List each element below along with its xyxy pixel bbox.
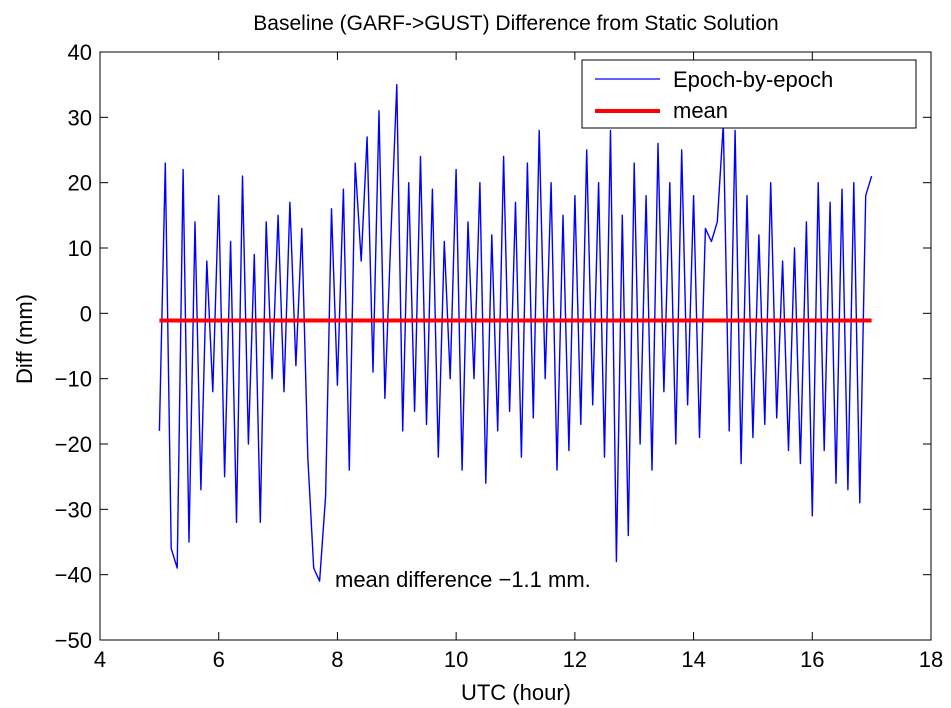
plot-area: 4 6 8 10 12 14 16 18 −50 −40 −30 −20 −10 0 10 20 30 40 bbox=[55, 40, 944, 672]
y-tick-label: −40 bbox=[55, 563, 92, 588]
x-tick-label: 18 bbox=[919, 647, 943, 672]
series-epoch-line bbox=[158, 83, 873, 582]
legend-label-mean: mean bbox=[673, 98, 728, 123]
legend: Epoch-by-epoch mean bbox=[581, 59, 917, 129]
x-tick-label: 4 bbox=[94, 647, 106, 672]
y-tick-label: −30 bbox=[55, 497, 92, 522]
y-tick-label: 0 bbox=[80, 301, 92, 326]
y-tick-label: 20 bbox=[68, 171, 92, 196]
x-axis-label: UTC (hour) bbox=[461, 680, 571, 705]
x-tick-label: 12 bbox=[563, 647, 587, 672]
legend-box bbox=[581, 59, 917, 129]
x-tick-label: 8 bbox=[331, 647, 343, 672]
x-tick-label: 16 bbox=[800, 647, 824, 672]
y-tick-label: 10 bbox=[68, 236, 92, 261]
legend-label-epoch: Epoch-by-epoch bbox=[673, 67, 833, 92]
y-tick-label: −50 bbox=[55, 628, 92, 653]
y-tick-label: 30 bbox=[68, 105, 92, 130]
y-axis-label: Diff (mm) bbox=[12, 294, 37, 384]
y-tick-label: −20 bbox=[55, 432, 92, 457]
y-tick-label: 40 bbox=[68, 40, 92, 65]
axes-box bbox=[99, 51, 932, 641]
x-tick-label: 14 bbox=[681, 647, 705, 672]
y-tick-label: −10 bbox=[55, 367, 92, 392]
x-tick-label: 6 bbox=[213, 647, 225, 672]
x-tick-label: 10 bbox=[444, 647, 468, 672]
chart-title: Baseline (GARF->GUST) Difference from St… bbox=[253, 12, 778, 35]
plot-background bbox=[100, 52, 931, 640]
annotation: mean difference −1.1 mm. bbox=[335, 567, 591, 592]
